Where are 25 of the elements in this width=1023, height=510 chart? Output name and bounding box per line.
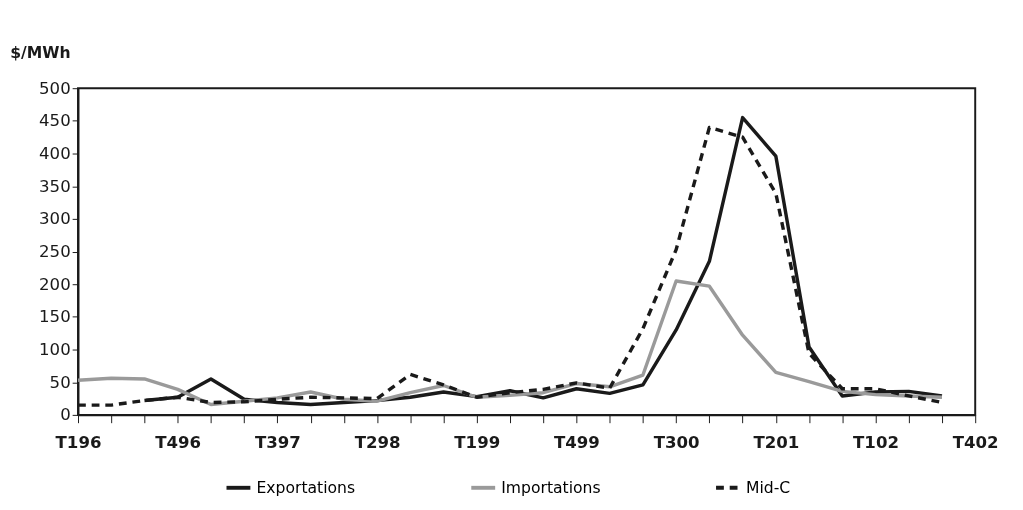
x-tick-label: T402 bbox=[952, 432, 999, 452]
y-axis-title: $/MWh bbox=[10, 44, 71, 63]
x-tick-label: T499 bbox=[554, 432, 600, 452]
y-tick-label: 300 bbox=[39, 209, 71, 229]
legend-label: Importations bbox=[501, 478, 601, 497]
y-tick-label: 450 bbox=[39, 111, 71, 131]
x-tick-label: T496 bbox=[155, 432, 202, 452]
y-tick-label: 50 bbox=[49, 372, 71, 392]
x-tick-label: T102 bbox=[853, 432, 899, 452]
y-tick-label: 150 bbox=[39, 307, 71, 327]
y-tick-label: 350 bbox=[39, 176, 71, 196]
y-tick-label: 250 bbox=[39, 241, 71, 261]
x-tick-label: T397 bbox=[254, 432, 301, 452]
y-tick-label: 0 bbox=[60, 405, 71, 425]
y-tick-label: 400 bbox=[39, 143, 71, 163]
x-tick-label: T298 bbox=[354, 432, 401, 452]
x-tick-label: T196 bbox=[55, 432, 102, 452]
y-tick-label: 500 bbox=[39, 78, 71, 98]
x-tick-label: T201 bbox=[753, 432, 800, 452]
x-tick-label: T300 bbox=[653, 432, 700, 452]
y-tick-label: 100 bbox=[39, 339, 71, 359]
x-tick-label: T199 bbox=[454, 432, 501, 452]
legend-label: Mid-C bbox=[746, 478, 791, 497]
y-tick-label: 200 bbox=[39, 274, 71, 294]
legend-label: Exportations bbox=[256, 478, 356, 497]
